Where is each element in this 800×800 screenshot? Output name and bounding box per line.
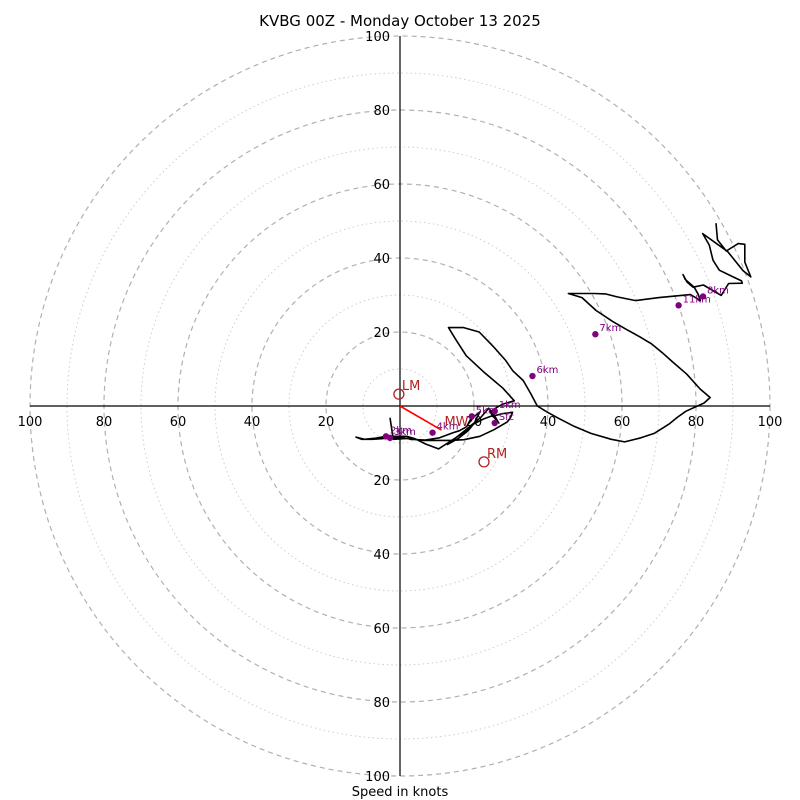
chart-title: KVBG 00Z - Monday October 13 2025 xyxy=(259,12,541,30)
x-tick-label: 60 xyxy=(170,415,187,430)
x-tick-label: 80 xyxy=(96,415,113,430)
y-tick-label: 20 xyxy=(373,326,390,341)
height-marker-5km xyxy=(468,413,475,420)
height-label-8km: 8km xyxy=(707,285,729,296)
y-tick-label: 60 xyxy=(373,622,390,637)
height-label-1km: 1km xyxy=(499,400,521,411)
height-label-4km: 4km xyxy=(437,422,459,433)
mean-wind-vector xyxy=(399,405,442,431)
height-marker-8km xyxy=(699,293,707,300)
y-tick-label: 20 xyxy=(373,474,390,489)
x-tick-label: 40 xyxy=(244,415,261,430)
y-tick-label: 100 xyxy=(365,770,390,785)
tick-labels: 1001008080606040402020202040406060808010… xyxy=(18,30,783,785)
hodograph-trace xyxy=(355,223,752,450)
x-tick-label: 20 xyxy=(318,415,335,430)
height-label-3km: 3km xyxy=(394,427,416,438)
storm-motion-label-lm: LM xyxy=(402,379,420,394)
x-tick-label: 60 xyxy=(614,415,631,430)
hodograph-trace-line xyxy=(355,223,752,450)
x-tick-label: 40 xyxy=(540,415,557,430)
y-tick-label: 40 xyxy=(373,252,390,267)
height-label-7km: 7km xyxy=(599,323,621,334)
storm-motion-label-mw: MW xyxy=(444,415,468,430)
height-marker-6km xyxy=(529,372,536,380)
height-label-6km: 6km xyxy=(536,365,558,376)
storm-motion-label-rm: RM xyxy=(487,447,507,462)
height-label-11km: 11km xyxy=(683,294,711,305)
storm-motion-lm xyxy=(393,388,405,400)
height-marker-11km xyxy=(675,302,682,309)
x-tick-label: 80 xyxy=(688,415,705,430)
height-label-2km: 2km xyxy=(390,425,412,436)
y-tick-label: 80 xyxy=(373,696,390,711)
y-tick-label: 80 xyxy=(373,104,390,119)
height-marker-3km xyxy=(386,434,394,442)
height-label-5km: 5km xyxy=(476,405,498,416)
x-tick-label: 100 xyxy=(18,415,43,430)
height-marker-4km xyxy=(429,429,436,436)
y-tick-label: 60 xyxy=(373,178,390,193)
storm-motions: LM RM MW xyxy=(393,379,507,468)
height-marker-1km xyxy=(491,407,498,415)
storm-motion-rm xyxy=(478,456,490,468)
x-tick-label: 100 xyxy=(758,415,783,430)
y-tick-label: 40 xyxy=(373,548,390,563)
height-label-sfc: Sfc xyxy=(499,412,514,423)
height-marker-sfc xyxy=(491,419,498,427)
y-tick-label: 100 xyxy=(365,30,390,45)
height-marker-7km xyxy=(592,331,599,338)
x-axis-label: Speed in knots xyxy=(352,785,449,800)
